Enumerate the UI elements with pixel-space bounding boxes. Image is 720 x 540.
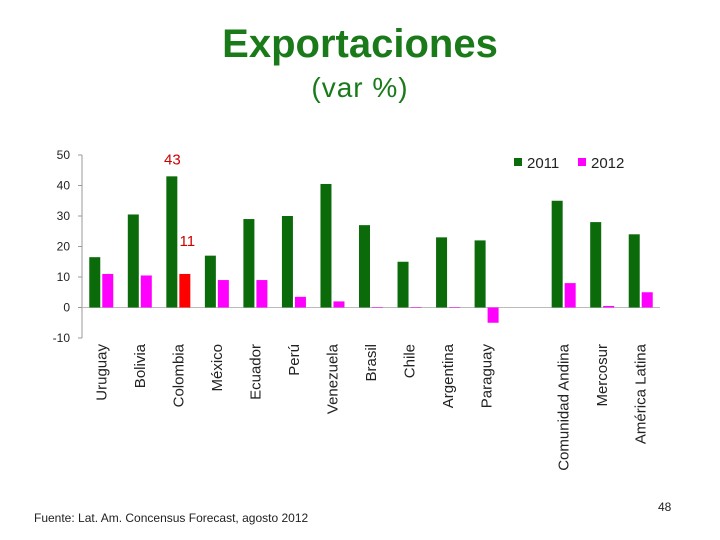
legend-swatch — [514, 158, 522, 166]
bar-2012 — [256, 280, 268, 308]
y-tick-label: -10 — [53, 331, 71, 345]
x-category-label: Ecuador — [247, 344, 264, 400]
x-category-label: Chile — [402, 344, 419, 378]
chart-title: Exportaciones — [222, 22, 498, 66]
page-number: 48 — [658, 500, 672, 514]
legend-label: 2011 — [527, 155, 559, 172]
bar-2011 — [320, 183, 332, 308]
y-tick-label: 0 — [63, 301, 70, 315]
y-tick-label: 10 — [57, 270, 71, 284]
bar-2011 — [397, 261, 409, 308]
x-category-label: Mercosur — [594, 344, 611, 407]
bar-2012 — [603, 305, 615, 308]
x-category-label: México — [209, 344, 226, 392]
x-category-label: Perú — [286, 344, 303, 376]
y-tick-label: 40 — [57, 179, 71, 193]
y-tick-label: 30 — [57, 209, 71, 223]
bar-2012 — [449, 307, 461, 308]
bar-2011 — [127, 214, 139, 308]
bar-2012 — [564, 283, 576, 308]
bar-2011 — [436, 237, 448, 308]
x-category-label: Comunidad Andina — [556, 343, 573, 470]
bar-2011 — [243, 219, 255, 308]
x-category-label: América Latina — [633, 343, 650, 444]
bar-2012 — [294, 296, 306, 308]
source-note: Fuente: Lat. Am. Concensus Forecast, ago… — [34, 511, 309, 525]
bar-2012 — [217, 280, 229, 308]
bar-2011 — [281, 216, 293, 308]
x-category-label: Uruguay — [93, 344, 110, 401]
bar-2012 — [641, 292, 653, 308]
y-tick-label: 50 — [57, 148, 71, 162]
bar-2012 — [487, 307, 499, 323]
x-category-label: Venezuela — [324, 343, 341, 414]
bar-2012 — [179, 273, 191, 308]
bar-2011 — [204, 255, 216, 308]
data-label: 43 — [164, 151, 181, 168]
bar-2012 — [333, 301, 345, 308]
legend-swatch — [578, 158, 586, 166]
data-label: 11 — [180, 233, 196, 250]
x-category-label: Bolivia — [132, 343, 149, 388]
bar-2011 — [166, 176, 178, 308]
bar-2012 — [102, 273, 114, 308]
x-category-label: Paraguay — [479, 344, 496, 409]
bar-2011 — [474, 240, 486, 308]
bar-2011 — [89, 257, 101, 308]
bar-2012 — [410, 307, 422, 308]
bar-2012 — [140, 275, 152, 308]
bar-2011 — [590, 222, 602, 308]
x-category-label: Colombia — [170, 343, 187, 407]
chart-subtitle: (var %) — [311, 72, 409, 103]
bar-2011 — [359, 225, 370, 308]
x-category-label: Brasil — [363, 344, 380, 382]
y-tick-label: 20 — [57, 240, 71, 254]
x-category-label: Argentina — [440, 343, 457, 408]
bar-2011 — [551, 200, 563, 308]
bar-2012 — [372, 307, 383, 308]
bar-2011 — [628, 234, 640, 308]
legend-label: 2012 — [591, 155, 624, 172]
